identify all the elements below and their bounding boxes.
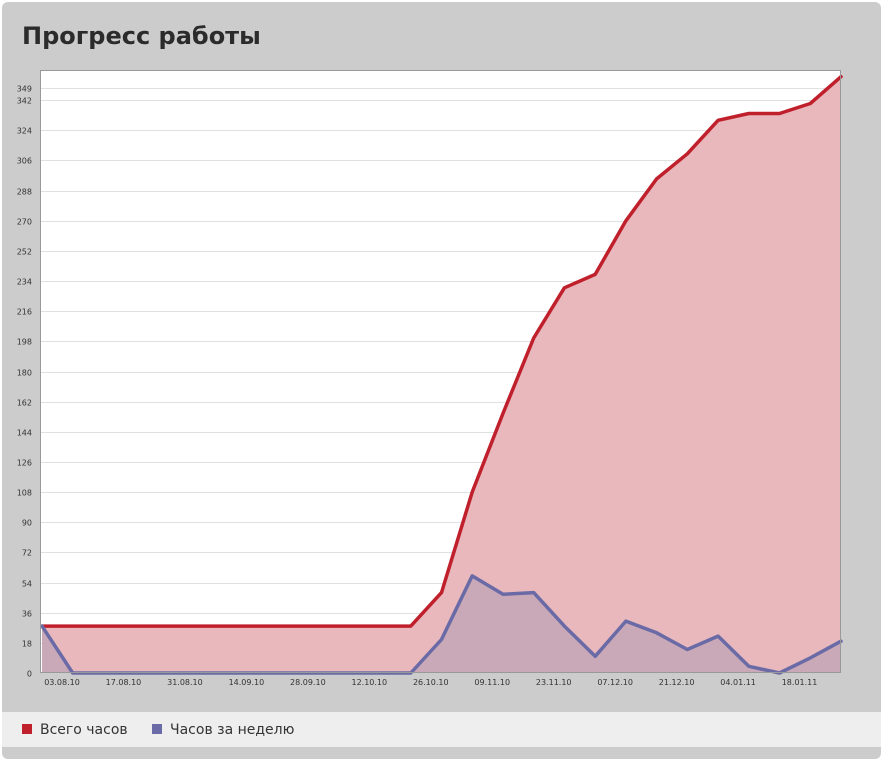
legend-swatch-total	[22, 724, 32, 734]
x-tick-label: 18.01.11	[782, 678, 818, 687]
plot-frame	[40, 70, 841, 673]
legend-label-total: Всего часов	[40, 722, 128, 738]
x-tick-label: 14.09.10	[229, 678, 265, 687]
y-tick-label: 324	[17, 127, 32, 136]
y-tick-label: 36	[22, 610, 32, 619]
y-tick-label: 198	[17, 338, 32, 347]
y-tick-label: 108	[17, 489, 32, 498]
y-tick-label: 90	[22, 519, 32, 528]
y-tick-label: 126	[17, 459, 32, 468]
y-tick-label: 144	[17, 429, 32, 438]
x-tick-label: 09.11.10	[474, 678, 510, 687]
y-axis-ticks: 0 18 36 54 72 90 108 126 144 162 180 198 216 234 252 27…	[17, 85, 32, 679]
x-tick-label: 04.01.11	[720, 678, 756, 687]
y-tick-label: 252	[17, 248, 32, 257]
y-tick-label: 18	[22, 640, 32, 649]
y-tick-label: 270	[17, 218, 32, 227]
y-tick-label: 180	[17, 369, 32, 378]
y-tick-label: 72	[22, 549, 32, 558]
x-tick-label: 21.12.10	[659, 678, 695, 687]
x-tick-label: 07.12.10	[597, 678, 633, 687]
legend-swatch-weekly	[152, 724, 162, 734]
x-tick-label: 26.10.10	[413, 678, 449, 687]
x-tick-label: 28.09.10	[290, 678, 326, 687]
legend-item-total: Всего часов	[22, 721, 128, 739]
legend-label-weekly: Часов за неделю	[170, 722, 295, 738]
series-areas	[42, 76, 841, 673]
x-tick-label: 23.11.10	[536, 678, 572, 687]
x-tick-label: 31.08.10	[167, 678, 203, 687]
legend: Всего часов Часов за неделю	[2, 712, 881, 747]
series-area-weekly	[42, 575, 841, 673]
series-line-total	[40, 74, 843, 628]
y-tick-label: 349	[17, 85, 32, 94]
x-tick-label: 03.08.10	[44, 678, 80, 687]
x-axis-ticks: 03.08.10 17.08.10 31.08.10 14.09.10 28.09.10…	[44, 678, 817, 687]
y-tick-label: 288	[17, 188, 32, 197]
legend-item-weekly: Часов за неделю	[152, 721, 294, 739]
y-tick-label: 0	[27, 670, 32, 679]
y-tick-label: 342	[17, 97, 32, 106]
x-tick-label: 17.08.10	[106, 678, 142, 687]
chart-title: Прогресс работы	[22, 22, 261, 50]
y-tick-label: 162	[17, 399, 32, 408]
y-tick-label: 216	[17, 308, 32, 317]
y-tick-label: 54	[22, 580, 32, 589]
x-tick-label: 12.10.10	[351, 678, 387, 687]
series-area-total	[42, 76, 841, 673]
y-tick-label: 234	[17, 278, 32, 287]
y-tick-label: 306	[17, 157, 32, 166]
